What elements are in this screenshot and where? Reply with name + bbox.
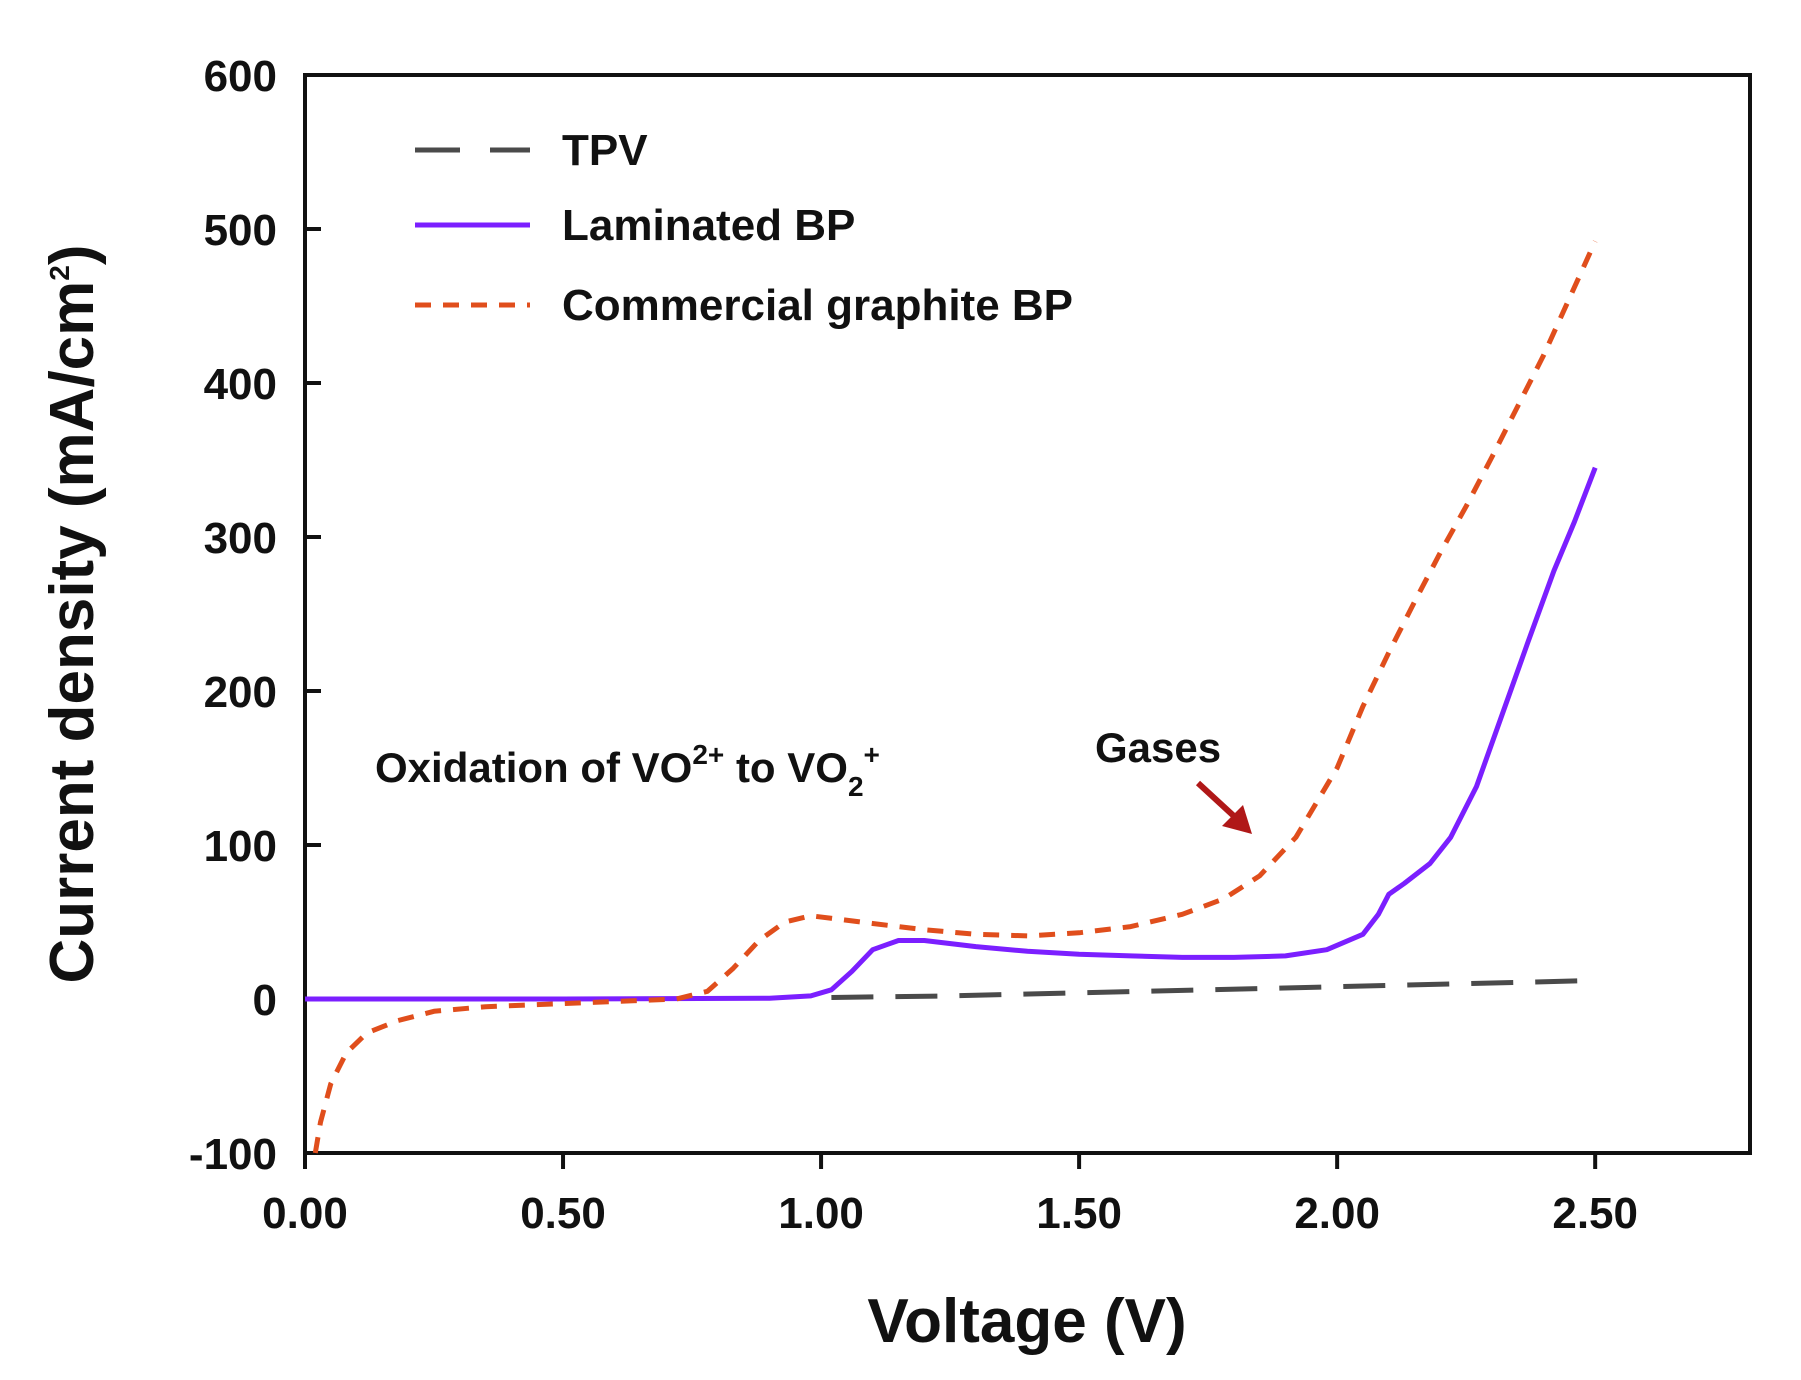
y-tick-label: 500 xyxy=(204,206,277,255)
legend-label-tpv: TPV xyxy=(562,126,648,175)
oxidation-annotation: Oxidation of VO2+ to VO2+ xyxy=(375,739,880,802)
x-tick-label: 0.00 xyxy=(262,1189,348,1238)
y-tick-label: 100 xyxy=(204,822,277,871)
x-tick-label: 2.50 xyxy=(1552,1189,1638,1238)
gases-annotation: Gases xyxy=(1095,724,1221,771)
series-line-laminated-bp xyxy=(305,466,1598,1002)
gases-arrow xyxy=(1195,780,1252,834)
legend-label-commercial-graphite-bp: Commercial graphite BP xyxy=(562,281,1073,330)
x-tick-label: 2.00 xyxy=(1294,1189,1380,1238)
y-axis-ticks: -100 0 100 200 300 400 500 600 xyxy=(189,52,321,1179)
y-tick-label: 0 xyxy=(253,976,277,1025)
x-tick-label: 0.50 xyxy=(520,1189,606,1238)
x-axis-ticks: 0.00 0.50 1.00 1.50 2.00 2.50 xyxy=(262,1153,1638,1238)
series-line-commercial-graphite-bp xyxy=(312,240,1598,1154)
y-tick-label: 300 xyxy=(204,514,277,563)
y-axis-label: Current density (mA/cm2) xyxy=(38,244,107,983)
series-line-tpv xyxy=(831,978,1596,1000)
x-tick-label: 1.50 xyxy=(1036,1189,1122,1238)
y-tick-label: 200 xyxy=(204,668,277,717)
plot-frame xyxy=(303,73,1752,1155)
x-axis-label: Voltage (V) xyxy=(867,1287,1186,1356)
y-tick-label: 600 xyxy=(204,52,277,101)
legend: TPV Laminated BP Commercial graphite BP xyxy=(415,126,1073,330)
x-tick-label: 1.00 xyxy=(778,1189,864,1238)
series-layer xyxy=(305,240,1598,1154)
y-tick-label: -100 xyxy=(189,1130,277,1179)
legend-label-laminated-bp: Laminated BP xyxy=(562,201,855,250)
y-tick-label: 400 xyxy=(204,360,277,409)
